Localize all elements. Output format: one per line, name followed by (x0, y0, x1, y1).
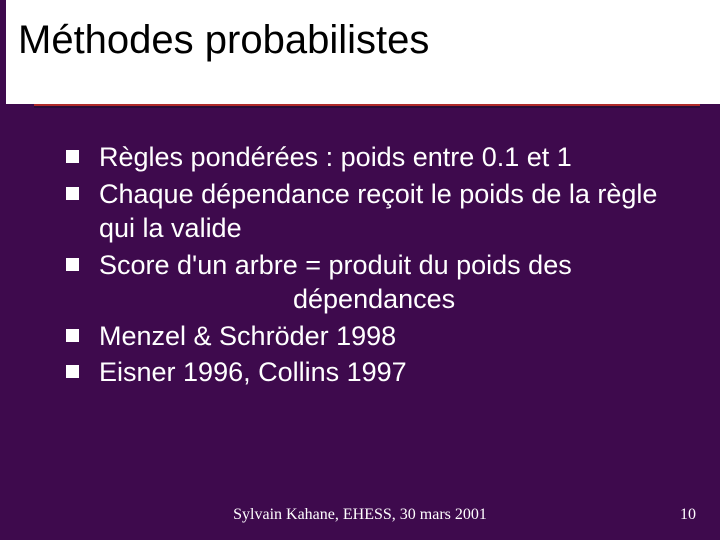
bullet-square-icon (66, 258, 79, 271)
slide: Méthodes probabilistes Règles pondérées … (0, 0, 720, 540)
list-item: Chaque dépendance reçoit le poids de la … (66, 177, 680, 246)
footer-text: Sylvain Kahane, EHESS, 30 mars 2001 (0, 506, 720, 524)
bullet-square-icon (66, 365, 79, 378)
title-left-strip (0, 0, 6, 104)
bullet-text-line1: Score d'un arbre = produit du poids des (99, 250, 572, 280)
divider-bottom (34, 106, 700, 108)
bullet-text: Menzel & Schröder 1998 (99, 319, 396, 354)
bullet-text: Règles pondérées : poids entre 0.1 et 1 (99, 140, 572, 175)
bullet-text: Eisner 1996, Collins 1997 (99, 355, 407, 390)
list-item: Score d'un arbre = produit du poids des … (66, 248, 680, 317)
title-divider (34, 104, 700, 108)
bullet-text: Chaque dépendance reçoit le poids de la … (99, 177, 680, 246)
list-item: Menzel & Schröder 1998 (66, 319, 680, 354)
slide-title: Méthodes probabilistes (18, 18, 720, 63)
bullet-square-icon (66, 329, 79, 342)
title-area: Méthodes probabilistes (0, 0, 720, 104)
bullet-square-icon (66, 187, 79, 200)
bullet-text: Score d'un arbre = produit du poids des … (99, 248, 572, 317)
bullet-text-line2: dépendances (99, 282, 572, 317)
content-area: Règles pondérées : poids entre 0.1 et 1 … (66, 140, 680, 392)
list-item: Eisner 1996, Collins 1997 (66, 355, 680, 390)
list-item: Règles pondérées : poids entre 0.1 et 1 (66, 140, 680, 175)
bullet-square-icon (66, 150, 79, 163)
page-number: 10 (680, 506, 696, 524)
